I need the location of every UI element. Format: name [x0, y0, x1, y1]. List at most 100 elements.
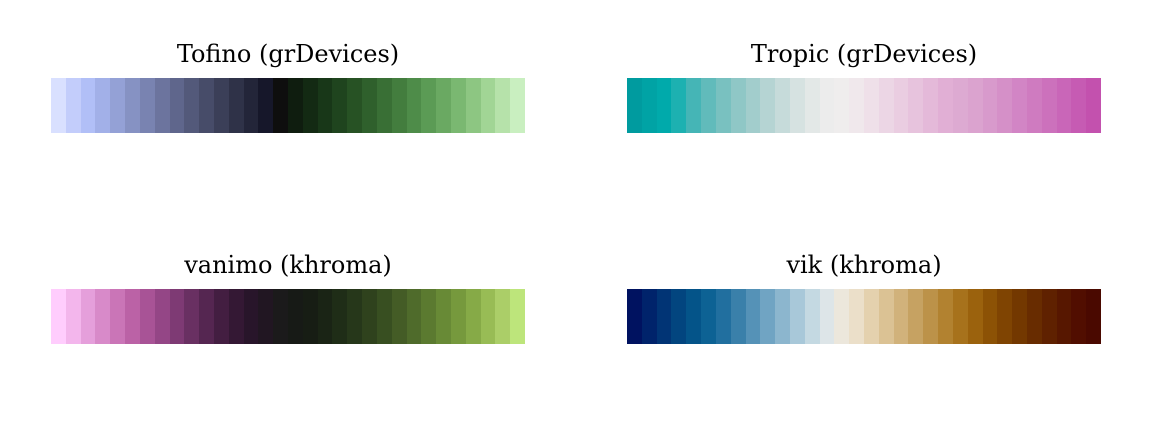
color-swatch [804, 289, 820, 344]
color-swatch [775, 78, 790, 133]
color-swatch [864, 78, 879, 133]
color-swatch [199, 78, 214, 133]
color-swatch [184, 289, 200, 344]
color-swatch [789, 289, 805, 344]
color-swatch [258, 78, 274, 133]
color-swatch [627, 289, 642, 344]
color-swatch [701, 78, 716, 133]
palette-bar [51, 289, 525, 344]
color-swatch [878, 289, 894, 344]
color-swatch [923, 78, 939, 133]
color-swatch [376, 289, 392, 344]
color-swatch [730, 78, 746, 133]
color-swatch [1041, 78, 1057, 133]
color-swatch [775, 289, 790, 344]
color-swatch [362, 289, 377, 344]
color-swatch [80, 78, 96, 133]
color-swatch [110, 78, 126, 133]
color-swatch [450, 289, 466, 344]
color-swatch [376, 78, 392, 133]
color-swatch [480, 289, 496, 344]
color-swatch [65, 78, 81, 133]
color-swatch [656, 78, 672, 133]
palette-title: vanimo (khroma) [184, 251, 392, 279]
color-swatch [51, 289, 66, 344]
color-swatch [745, 78, 761, 133]
color-swatch [332, 289, 348, 344]
color-swatch [347, 78, 363, 133]
color-swatch [641, 289, 657, 344]
color-swatch [686, 289, 702, 344]
color-swatch [139, 78, 155, 133]
color-swatch [65, 289, 81, 344]
color-swatch [406, 289, 422, 344]
color-swatch [154, 289, 170, 344]
color-swatch [510, 289, 525, 344]
color-swatch [421, 289, 437, 344]
color-swatch [362, 78, 377, 133]
color-swatch [982, 289, 998, 344]
color-swatch [154, 78, 170, 133]
color-swatch [465, 78, 481, 133]
color-swatch [213, 289, 229, 344]
color-swatch [302, 78, 318, 133]
color-swatch [125, 78, 140, 133]
color-swatch [436, 78, 451, 133]
color-swatch [715, 289, 731, 344]
color-swatch [110, 289, 126, 344]
color-swatch [169, 78, 185, 133]
color-swatch [819, 289, 835, 344]
color-swatch [760, 78, 776, 133]
palette-bar [51, 78, 525, 133]
color-swatch [1012, 289, 1027, 344]
color-swatch [450, 78, 466, 133]
color-swatch [760, 289, 776, 344]
color-swatch [228, 289, 244, 344]
color-swatch [1041, 289, 1057, 344]
color-swatch [436, 289, 451, 344]
color-swatch [834, 78, 850, 133]
color-swatch [715, 78, 731, 133]
color-swatch [406, 78, 422, 133]
color-swatch [819, 78, 835, 133]
color-swatch [421, 78, 437, 133]
color-swatch [495, 78, 511, 133]
color-swatch [184, 78, 200, 133]
color-swatch [258, 289, 274, 344]
color-swatch [1056, 78, 1072, 133]
color-swatch [849, 78, 864, 133]
color-swatch [656, 289, 672, 344]
palette-title: Tofino (grDevices) [176, 40, 400, 68]
color-swatch [391, 78, 407, 133]
color-swatch [199, 289, 214, 344]
color-swatch [228, 78, 244, 133]
color-swatch [997, 289, 1013, 344]
color-swatch [302, 289, 318, 344]
color-swatch [1071, 289, 1087, 344]
color-swatch [804, 78, 820, 133]
color-swatch [317, 78, 333, 133]
color-swatch [273, 78, 288, 133]
color-swatch [1086, 78, 1101, 133]
color-swatch [95, 289, 111, 344]
color-swatch [997, 78, 1013, 133]
color-swatch [288, 289, 303, 344]
color-swatch [243, 289, 259, 344]
palette-title: vik (khroma) [786, 251, 942, 279]
color-swatch [893, 289, 909, 344]
color-swatch [480, 78, 496, 133]
color-swatch [317, 289, 333, 344]
color-swatch [213, 78, 229, 133]
palette-title: Tropic (grDevices) [750, 40, 978, 68]
palette-bar [627, 78, 1101, 133]
color-swatch [938, 289, 953, 344]
color-swatch [288, 78, 303, 133]
color-swatch [789, 78, 805, 133]
color-swatch [1086, 289, 1101, 344]
color-swatch [391, 289, 407, 344]
color-swatch [952, 289, 968, 344]
color-swatch [745, 289, 761, 344]
color-swatch [1056, 289, 1072, 344]
color-swatch [169, 289, 185, 344]
color-swatch [730, 289, 746, 344]
